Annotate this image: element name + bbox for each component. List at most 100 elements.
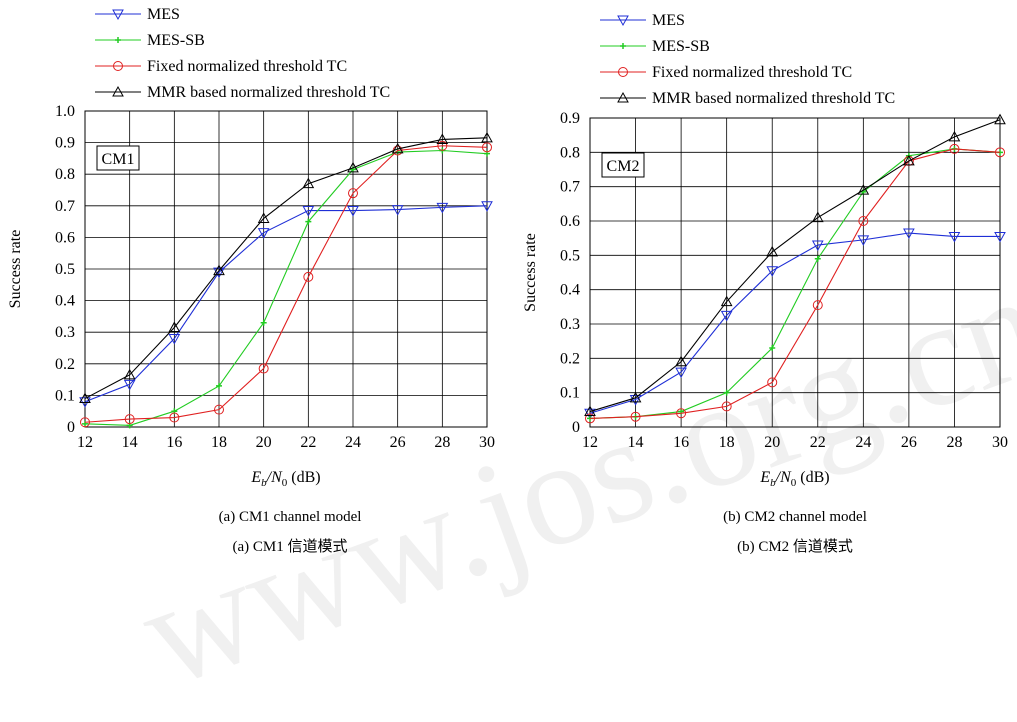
data-point [123,368,136,380]
data-point [124,414,135,425]
data-point [305,218,312,225]
series-mes [584,228,1006,420]
x-tick-label: 22 [300,434,316,451]
data-point [437,140,448,151]
caption-en: (a) CM1 channel model [219,509,362,525]
x-tick-label: 12 [582,434,598,451]
series-mes-sb [587,145,1003,422]
data-point [857,184,870,195]
y-tick-label: 0.5 [560,247,580,264]
x-tick-label: 18 [719,434,735,451]
y-axis-label: Success rate [7,230,24,309]
data-point [720,310,733,322]
x-tick-label: 26 [390,434,406,451]
data-point [858,216,869,226]
data-point [585,413,595,424]
series-line [84,145,488,423]
x-tick-label: 22 [810,434,826,451]
data-point [584,405,596,417]
data-point [903,154,915,166]
data-point [630,411,641,422]
data-point [303,271,314,282]
data-point [79,392,91,404]
series-line [589,148,1001,419]
y-tick-label: 0.1 [55,387,75,404]
legend-entry: MMR based normalized threshold TC [147,84,390,101]
data-point [214,404,224,415]
chart-panel-cm2: 12 14 16 18 20 22 24 26 28 30 0 0.1 0.2 0.3 0.4 0.5 0.6 0… [522,12,1008,555]
legend-marker [617,91,629,103]
channel-box [96,145,140,171]
x-tick-label: 12 [77,434,93,451]
x-tick-label: 30 [479,434,495,451]
data-point [257,228,270,239]
y-tick-label: 0.8 [55,166,75,183]
legend-marker [618,67,628,77]
y-tick-label: 0.1 [560,385,580,402]
plot-frame [84,110,488,428]
x-tick-label: 18 [211,434,227,451]
x-tick-label: 30 [992,434,1008,451]
series-mmr-based-normalized-threshold-tc [79,131,493,404]
y-tick-label: 0.4 [55,293,75,310]
channel-box-label: CM1 [102,151,135,168]
legend: MES MES-SB Fixed normalized threshold TC MM… [95,6,390,101]
data-point [676,408,687,419]
legend-entry: MES-SB [147,32,205,49]
data-point [723,389,730,396]
y-tick-label: 0.6 [55,229,75,246]
legend-entry: Fixed normalized threshold TC [147,58,347,75]
series-mes [79,201,493,408]
data-point [80,417,90,428]
x-tick-label: 20 [256,434,272,451]
legend-entry: MES [652,12,685,29]
data-point [629,391,642,403]
data-point [257,212,270,223]
grid [85,111,487,427]
x-tick-label: 28 [946,434,962,451]
data-point [436,133,449,144]
legend-marker [112,9,124,21]
data-point [481,131,493,143]
data-point [169,412,180,423]
x-tick-label: 16 [166,434,182,451]
data-point [347,161,359,173]
channel-box [601,152,645,178]
x-tick-label: 14 [122,434,138,451]
x-tick-label: 24 [855,434,871,451]
y-tick-label: 0 [67,419,75,436]
legend-entry: Fixed normalized threshold TC [652,64,852,81]
x-tick-label: 26 [901,434,917,451]
data-point [436,202,449,214]
legend-entry: MES [147,6,180,23]
series-fixed-normalized-threshold-tc [80,140,492,428]
data-point [720,295,733,307]
y-tick-label: 0.8 [560,144,580,161]
data-point [811,211,824,223]
data-point [994,231,1006,243]
series-line [589,232,1000,414]
series-line [84,137,488,400]
data-point [629,395,642,406]
series-line [589,148,1001,419]
data-point [213,267,225,279]
y-tick-label: 0.6 [560,213,580,230]
grid [590,118,1000,427]
y-tick-label: 0.2 [560,350,580,367]
data-point [168,334,181,345]
legend-entry: MES-SB [652,38,710,55]
data-point [903,228,915,240]
legend-marker [112,85,124,97]
y-tick-label: 0.3 [55,324,75,341]
y-tick-label: 0.9 [560,110,580,127]
data-point [302,206,315,217]
data-point [481,201,493,212]
legend: MES MES-SB Fixed normalized threshold TC MM… [600,12,895,107]
y-tick-label: 0.5 [55,261,75,278]
data-point [168,321,181,332]
data-point [675,367,687,379]
data-point [857,235,870,246]
data-point [811,240,824,252]
legend-marker [620,43,626,49]
y-tick-label: 1.0 [55,103,75,120]
